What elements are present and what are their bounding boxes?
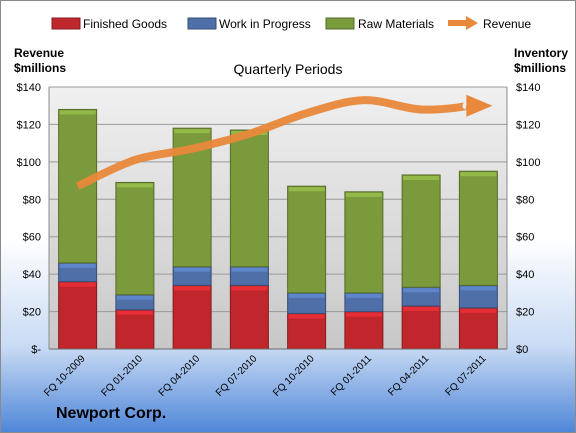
- bar-highlight-finished-goods: [231, 286, 268, 291]
- legend: [51, 16, 478, 30]
- bar-highlight-raw-materials: [403, 175, 440, 180]
- left-y-tick-label: $80: [23, 194, 41, 206]
- bar-raw-materials: [287, 185, 327, 294]
- bar-highlight-work-in-progress: [345, 293, 382, 298]
- legend-swatch-finished-goods: [51, 17, 81, 30]
- left-y-tick-label: $60: [23, 232, 41, 244]
- right-y-tick-label: $60: [516, 232, 534, 244]
- bar-highlight-work-in-progress: [460, 286, 497, 291]
- revenue-line: [75, 96, 471, 190]
- bar-layer: [58, 108, 498, 350]
- bar-raw-materials: [458, 170, 498, 286]
- left-y-tick-label: $100: [17, 157, 41, 169]
- left-y-tick-label: $-: [31, 344, 41, 356]
- right-y-tick-label: $40: [516, 269, 534, 281]
- bar-finished-goods: [287, 312, 327, 350]
- left-y-tick-label: $140: [17, 82, 41, 94]
- chart-title: Quarterly Periods: [233, 61, 343, 77]
- bar-highlight-work-in-progress: [59, 263, 96, 268]
- right-y-tick-label: $0: [516, 344, 528, 356]
- bar-highlight-finished-goods: [403, 306, 440, 311]
- bar-highlight-raw-materials: [59, 110, 96, 115]
- left-axis-title: Revenue $millions: [14, 46, 66, 76]
- bar-highlight-finished-goods: [116, 310, 153, 315]
- revenue-arrowhead: [466, 94, 493, 117]
- bar-highlight-raw-materials: [460, 172, 497, 177]
- right-y-tick-label: $120: [516, 119, 540, 131]
- legend-swatch-revenue-arrowhead: [466, 16, 478, 30]
- bar-raw-materials: [344, 191, 384, 294]
- bar-highlight-work-in-progress: [174, 267, 211, 272]
- right-axis-title-line: Inventory: [514, 46, 569, 60]
- right-y-tick-label: $80: [516, 194, 534, 206]
- left-y-tick-label: $20: [23, 307, 41, 319]
- bar-highlight-work-in-progress: [116, 295, 153, 300]
- bar-highlight-raw-materials: [288, 187, 325, 192]
- left-axis-title-line: Revenue: [14, 46, 65, 60]
- bar-highlight-raw-materials: [116, 183, 153, 188]
- bar-finished-goods: [229, 284, 269, 350]
- revenue-line-layer: [75, 94, 493, 190]
- right-y-tick-label: $140: [516, 82, 540, 94]
- bar-finished-goods: [344, 311, 384, 350]
- company-name: Newport Corp.: [56, 405, 167, 422]
- bar-raw-materials: [401, 174, 441, 288]
- bar-finished-goods: [58, 281, 98, 350]
- bar-finished-goods: [458, 307, 498, 350]
- legend-swatch-raw-materials: [325, 17, 355, 30]
- left-y-tick-label: $40: [23, 269, 41, 281]
- right-y-tick-label: $20: [516, 307, 534, 319]
- right-y-tick-label: $100: [516, 157, 540, 169]
- bar-highlight-finished-goods: [174, 286, 211, 291]
- left-axis-title-line: $millions: [14, 61, 67, 75]
- bar-highlight-finished-goods: [345, 312, 382, 317]
- bar-highlight-work-in-progress: [231, 267, 268, 272]
- left-y-tick-label: $120: [17, 119, 41, 131]
- legend-label-raw-materials: Raw Materials: [358, 17, 435, 31]
- legend-swatch-work-in-progress: [187, 17, 217, 30]
- bar-highlight-work-in-progress: [288, 293, 325, 298]
- bar-highlight-raw-materials: [174, 129, 211, 134]
- legend-label-work-in-progress: Work in Progress: [219, 17, 311, 31]
- legend-label-finished-goods: Finished Goods: [83, 17, 168, 31]
- bar-highlight-finished-goods: [460, 308, 497, 313]
- bar-highlight-finished-goods: [59, 282, 96, 287]
- bar-highlight-work-in-progress: [403, 288, 440, 293]
- bar-highlight-finished-goods: [288, 314, 325, 319]
- right-axis-title-line: $millions: [514, 61, 567, 75]
- bar-raw-materials: [115, 181, 155, 296]
- bar-highlight-raw-materials: [345, 192, 382, 197]
- bar-raw-materials: [229, 129, 269, 268]
- bar-finished-goods: [401, 305, 441, 350]
- right-axis-title: Inventory $millions: [514, 46, 568, 76]
- bar-finished-goods: [172, 284, 212, 350]
- bar-finished-goods: [115, 309, 155, 350]
- legend-label-revenue: Revenue: [483, 17, 532, 31]
